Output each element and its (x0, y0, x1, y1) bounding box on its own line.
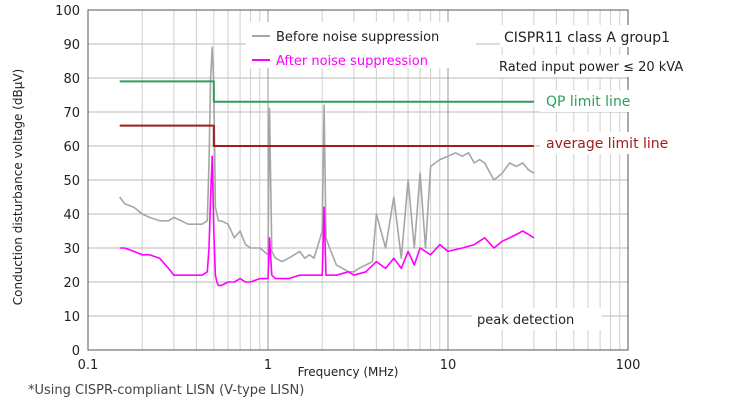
series-after-noise-suppression (119, 155, 535, 287)
label-bg-avg (540, 132, 690, 154)
legend-label-after: After noise suppression (276, 54, 428, 69)
y-tick-label: 60 (63, 140, 80, 155)
annotation-bg-standard (500, 25, 700, 47)
y-tick-label: 80 (63, 72, 80, 87)
legend-label-before: Before noise suppression (276, 30, 439, 45)
y-tick-label: 40 (63, 208, 80, 223)
annotation-detection: peak detection (477, 313, 574, 328)
x-tick-label: 1 (264, 358, 272, 373)
y-tick-label: 90 (63, 38, 80, 53)
y-tick-label: 50 (63, 174, 80, 189)
y-tick-label: 30 (63, 242, 80, 257)
x-axis-label: Frequency (MHz) (298, 365, 399, 379)
series-before-noise-suppression (119, 46, 535, 273)
y-tick-label: 20 (63, 276, 80, 291)
legend-background (246, 22, 476, 68)
x-tick-label: 0.1 (78, 358, 99, 373)
x-tick-label: 100 (616, 358, 641, 373)
average-limit-label: average limit line (546, 136, 668, 152)
annotation-bg-power (495, 55, 700, 77)
footnote: *Using CISPR-compliant LISN (V-type LISN… (28, 383, 304, 398)
series-average-limit-line (119, 124, 534, 147)
qp-limit-label: QP limit line (546, 94, 630, 110)
annotation-bg-detection (472, 308, 602, 330)
y-tick-label: 0 (72, 344, 80, 359)
series-qp-limit-line (119, 80, 534, 103)
annotation-power: Rated input power ≤ 20 kVA (499, 60, 683, 75)
y-tick-label: 100 (55, 4, 80, 19)
x-tick-label: 10 (440, 358, 457, 373)
tick-labels: 0 10 20 30 40 50 60 70 80 90 100 0.1 1 10 100 (55, 4, 640, 373)
label-bg-qp (540, 90, 680, 112)
plot-frame (87, 9, 629, 351)
series-layer (119, 46, 535, 287)
y-tick-label: 10 (63, 310, 80, 325)
y-tick-label: 70 (63, 106, 80, 121)
y-axis-label: Conduction disturbance voltage (dBμV) (11, 69, 25, 305)
legend: Before noise suppression After noise sup… (246, 22, 476, 69)
annotation-standard: CISPR11 class A group1 (504, 30, 670, 46)
